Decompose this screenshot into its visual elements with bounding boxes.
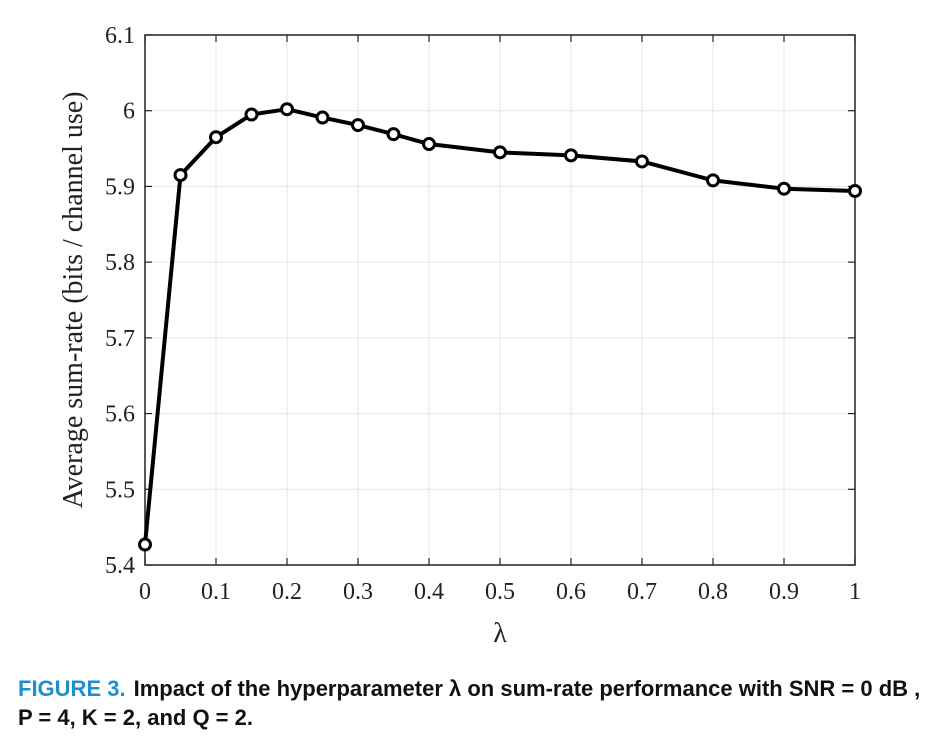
data-point [351, 118, 365, 133]
y-tick-label: 6 [123, 99, 135, 125]
x-tick-label: 1 [849, 579, 861, 605]
y-axis-title: Average sum-rate (bits / channel use) [58, 92, 89, 509]
figure-caption: FIGURE 3. Impact of the hyperparameter λ … [18, 674, 933, 732]
caption-text: Impact of the hyperparameter λ on sum-ra… [18, 676, 921, 730]
data-point [848, 183, 862, 198]
x-tick-label: 0.1 [201, 579, 231, 605]
data-point [173, 168, 188, 183]
y-tick-label: 5.7 [105, 326, 135, 352]
x-tick-label: 0.7 [627, 579, 657, 605]
axis-ticks: 0 0.1 0.2 0.3 0.4 0.5 0.6 0.7 0.8 0.9 1 5.4 5.5 5.6 5.… [105, 23, 861, 605]
data-point [244, 107, 259, 122]
x-tick-label: 0.6 [556, 579, 586, 605]
data-series [138, 102, 862, 552]
data-point [635, 154, 649, 169]
x-tick-label: 0.4 [414, 579, 444, 605]
x-axis-title: λ [493, 618, 507, 649]
data-point [209, 130, 223, 145]
y-tick-label: 5.4 [105, 553, 135, 579]
data-point [564, 148, 578, 163]
data-point [280, 102, 294, 117]
y-tick-label: 5.9 [105, 174, 135, 200]
x-tick-label: 0 [139, 579, 151, 605]
y-tick-label: 5.8 [105, 250, 135, 276]
data-point [386, 127, 401, 142]
chart: 0 0.1 0.2 0.3 0.4 0.5 0.6 0.7 0.8 0.9 1 5.4 5.5 5.6 5.… [58, 23, 862, 649]
data-point [706, 173, 720, 188]
x-tick-label: 0.5 [485, 579, 515, 605]
data-point [422, 137, 436, 152]
x-tick-label: 0.9 [769, 579, 799, 605]
data-point [315, 110, 330, 125]
y-tick-label: 6.1 [105, 23, 135, 49]
y-tick-label: 5.5 [105, 477, 135, 503]
y-tick-label: 5.6 [105, 402, 135, 428]
x-tick-label: 0.2 [272, 579, 302, 605]
data-point [493, 145, 507, 160]
data-point [138, 537, 152, 552]
figure-label: FIGURE 3. [18, 676, 126, 701]
x-tick-label: 0.3 [343, 579, 373, 605]
x-tick-label: 0.8 [698, 579, 728, 605]
data-point [777, 181, 791, 196]
